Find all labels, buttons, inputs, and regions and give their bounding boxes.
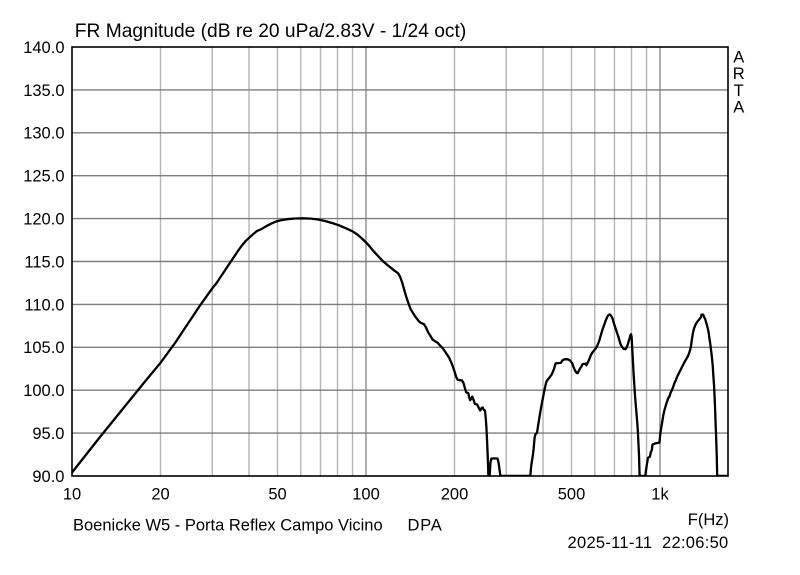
svg-text:120.0: 120.0	[23, 211, 64, 229]
svg-text:T: T	[734, 82, 744, 100]
svg-text:95.0: 95.0	[32, 425, 64, 443]
svg-text:A: A	[733, 99, 744, 117]
svg-text:135.0: 135.0	[23, 82, 64, 100]
svg-text:F(Hz): F(Hz)	[688, 511, 729, 529]
svg-text:2025-11-11 22:06:50: 2025-11-11 22:06:50	[568, 534, 729, 552]
svg-text:130.0: 130.0	[23, 125, 64, 143]
svg-text:50: 50	[268, 486, 286, 504]
svg-text:115.0: 115.0	[24, 253, 64, 271]
svg-text:10: 10	[63, 486, 81, 504]
svg-text:140.0: 140.0	[23, 39, 64, 57]
svg-text:200: 200	[441, 486, 469, 504]
svg-text:1k: 1k	[651, 486, 669, 504]
svg-text:R: R	[733, 65, 745, 83]
svg-text:110.0: 110.0	[24, 296, 64, 314]
svg-text:20: 20	[151, 486, 169, 504]
svg-text:500: 500	[558, 486, 586, 504]
svg-text:90.0: 90.0	[32, 468, 64, 486]
svg-text:100.0: 100.0	[23, 382, 64, 400]
svg-text:125.0: 125.0	[23, 168, 64, 186]
svg-text:FR Magnitude (dB re 20 uPa/2.8: FR Magnitude (dB re 20 uPa/2.83V - 1/24 …	[75, 21, 466, 42]
svg-text:DPA: DPA	[408, 517, 443, 535]
svg-text:105.0: 105.0	[23, 339, 64, 357]
svg-text:100: 100	[352, 486, 380, 504]
svg-text:A: A	[733, 48, 744, 66]
svg-text:Boenicke W5 - Porta Reflex Cam: Boenicke W5 - Porta Reflex Campo Vicino	[73, 517, 383, 535]
